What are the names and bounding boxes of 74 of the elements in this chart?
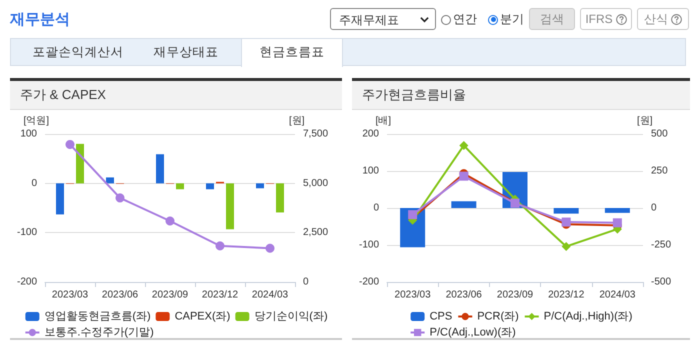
x-tick-label: 2024/03 xyxy=(599,290,636,300)
bar xyxy=(554,208,579,214)
x-tick-label: 2023/12 xyxy=(548,290,585,300)
y2-axis-title: [원] xyxy=(289,116,305,126)
x-tick-label: 2023/09 xyxy=(496,290,534,300)
bar xyxy=(226,183,234,230)
text: 현금흐름표 xyxy=(241,39,343,67)
point xyxy=(562,242,571,251)
bar xyxy=(76,144,84,184)
text: 재무상태표 xyxy=(152,44,220,61)
text: 분기 xyxy=(500,11,524,28)
y2-tick-label: 7,500 xyxy=(303,128,328,140)
text: 포괄손익계산서 xyxy=(32,44,124,61)
bar xyxy=(256,183,264,188)
y2-tick-label: 250 xyxy=(651,166,668,176)
text: 재무분석 xyxy=(10,10,70,29)
legend-label: P/C(Adj.,Low)(좌) xyxy=(430,326,516,338)
y2-tick-label: 5,000 xyxy=(303,178,328,189)
bar xyxy=(156,154,164,184)
point xyxy=(116,193,124,202)
y-tick-label: 200 xyxy=(362,128,380,140)
y2-axis-title: [원] xyxy=(637,116,653,126)
y2-tick-label: 0 xyxy=(303,276,309,288)
bar xyxy=(176,183,184,190)
chart-title: 주가 & CAPEX xyxy=(10,81,342,110)
x-tick-label: 2024/03 xyxy=(252,290,289,300)
y-tick-label: 0 xyxy=(373,202,380,214)
bar xyxy=(276,183,284,212)
y2-tick-label: 2,500 xyxy=(303,227,328,238)
point xyxy=(66,140,74,149)
dropdown: 주재무제표 xyxy=(330,8,436,30)
y-tick-label: -200 xyxy=(16,276,38,288)
x-tick-label: 2023/03 xyxy=(52,290,89,300)
y2-tick-label: -250 xyxy=(651,240,672,250)
x-tick-label: 2023/12 xyxy=(202,290,239,300)
x-tick-label: 2023/03 xyxy=(394,290,432,300)
y-tick-label: -200 xyxy=(358,276,380,288)
point xyxy=(459,140,468,150)
bar xyxy=(604,208,630,213)
y-tick-label: -100 xyxy=(358,240,380,250)
y-tick-label: 100 xyxy=(362,166,380,176)
legend-label: CAPEX(좌) xyxy=(174,310,230,322)
x-tick-label: 2023/06 xyxy=(102,290,139,300)
text: 검색 xyxy=(540,11,564,28)
point xyxy=(612,218,622,228)
bar xyxy=(56,183,64,214)
bar xyxy=(206,183,214,190)
text: 산식 xyxy=(644,11,668,28)
text: IFRS xyxy=(585,11,613,28)
chart-title: 주가현금흐름비율 xyxy=(352,81,690,110)
y-tick-label: -100 xyxy=(16,227,38,238)
legend-label: PCR(좌) xyxy=(477,310,519,322)
bar xyxy=(451,201,476,208)
y-tick-label: 0 xyxy=(31,178,38,189)
y-axis-title: [억원] xyxy=(23,116,50,126)
point xyxy=(166,216,174,226)
point xyxy=(408,210,418,220)
point xyxy=(216,241,224,250)
y2-tick-label: 0 xyxy=(651,202,657,214)
text: 연간 xyxy=(453,11,477,28)
legend-label: 영업활동현금흐름(좌) xyxy=(44,310,151,322)
y-tick-label: 100 xyxy=(20,128,38,140)
legend-label: 당기순이익(좌) xyxy=(254,310,328,322)
point xyxy=(459,172,468,181)
point xyxy=(266,244,274,253)
legend-label: P/C(Adj.,High)(좌) xyxy=(544,310,632,322)
legend-label: CPS xyxy=(430,310,452,322)
x-tick-label: 2023/09 xyxy=(152,290,189,300)
legend-label: 보통주.수정주가(기말) xyxy=(44,326,154,338)
bar xyxy=(106,177,114,184)
y2-tick-label: -500 xyxy=(651,276,672,288)
y-axis-title: [배] xyxy=(375,116,392,126)
y2-tick-label: 500 xyxy=(651,128,668,140)
x-tick-label: 2023/06 xyxy=(446,290,482,300)
